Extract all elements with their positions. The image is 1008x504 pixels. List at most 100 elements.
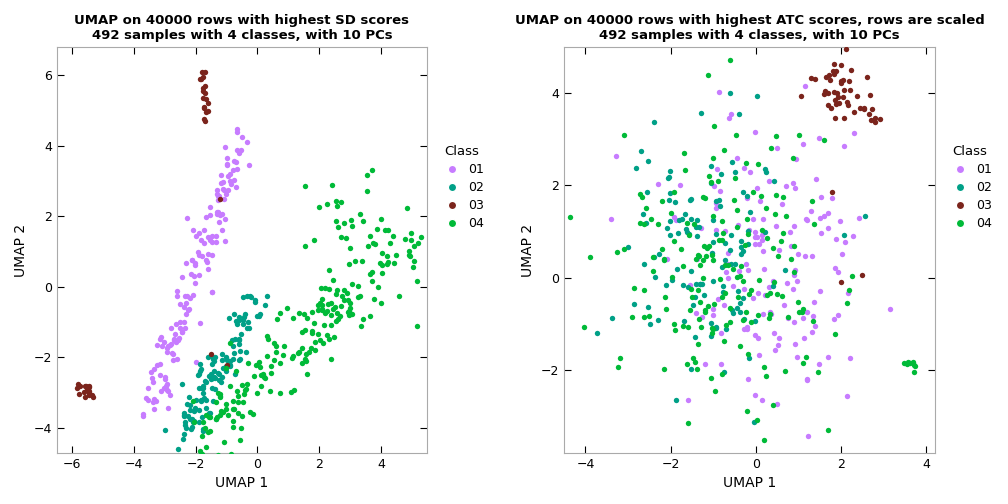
- 03: [81, 382, 97, 390]
- 04: [331, 223, 347, 231]
- 04: [352, 292, 368, 300]
- 02: [176, 417, 193, 425]
- 04: [215, 408, 231, 416]
- 03: [838, 45, 854, 53]
- 04: [225, 417, 241, 425]
- 02: [186, 407, 203, 415]
- 04: [328, 197, 344, 205]
- 01: [159, 404, 175, 412]
- 04: [212, 393, 228, 401]
- 01: [225, 166, 241, 174]
- 04: [739, 407, 755, 415]
- 04: [610, 363, 626, 371]
- 04: [377, 226, 393, 234]
- 01: [231, 149, 247, 157]
- 01: [165, 350, 181, 358]
- 04: [313, 295, 330, 303]
- 04: [828, 330, 844, 338]
- 02: [749, 92, 765, 100]
- 04: [327, 303, 343, 311]
- 04: [386, 259, 402, 267]
- 04: [705, 256, 721, 264]
- 02: [670, 228, 686, 236]
- 01: [771, 334, 787, 342]
- 02: [712, 202, 728, 210]
- 04: [690, 314, 707, 323]
- 04: [379, 260, 395, 268]
- 02: [201, 409, 217, 417]
- 02: [218, 362, 234, 370]
- 02: [183, 415, 200, 423]
- 04: [702, 172, 718, 180]
- 02: [211, 375, 227, 384]
- 04: [269, 315, 285, 323]
- 04: [201, 428, 217, 436]
- 02: [689, 232, 706, 240]
- 03: [849, 92, 865, 100]
- 02: [646, 253, 662, 261]
- 04: [199, 444, 215, 452]
- 04: [320, 300, 336, 308]
- 02: [231, 335, 247, 343]
- 02: [202, 409, 218, 417]
- 03: [872, 115, 888, 123]
- 04: [340, 308, 356, 317]
- 04: [405, 263, 421, 271]
- 01: [767, 346, 783, 354]
- 02: [231, 336, 247, 344]
- Legend: 01, 02, 03, 04: 01, 02, 03, 04: [944, 143, 994, 233]
- 01: [214, 226, 230, 234]
- 02: [212, 370, 228, 379]
- 01: [241, 161, 257, 169]
- 04: [223, 450, 239, 458]
- 03: [831, 99, 847, 107]
- 01: [825, 194, 841, 202]
- 04: [210, 413, 226, 421]
- 03: [81, 389, 97, 397]
- 04: [716, 146, 732, 154]
- 01: [815, 212, 832, 220]
- 04: [266, 356, 282, 364]
- 04: [314, 339, 331, 347]
- 01: [688, 309, 705, 317]
- 02: [180, 412, 197, 420]
- 02: [174, 434, 191, 443]
- 04: [313, 304, 330, 312]
- 04: [641, 311, 657, 320]
- 01: [751, 239, 767, 247]
- 04: [713, 275, 729, 283]
- 04: [283, 354, 299, 362]
- 01: [152, 371, 168, 380]
- 02: [206, 355, 222, 363]
- 01: [795, 334, 811, 342]
- 04: [373, 215, 389, 223]
- 01: [803, 328, 820, 336]
- 04: [334, 292, 350, 300]
- 03: [827, 70, 843, 78]
- 02: [193, 397, 209, 405]
- 04: [195, 418, 211, 426]
- 04: [412, 233, 428, 241]
- 04: [267, 348, 283, 356]
- 04: [783, 255, 799, 263]
- 02: [231, 313, 247, 322]
- 03: [862, 91, 878, 99]
- 02: [215, 350, 231, 358]
- 02: [717, 238, 733, 246]
- 04: [303, 329, 320, 337]
- 01: [830, 269, 846, 277]
- 04: [761, 313, 777, 322]
- 04: [235, 398, 251, 406]
- 03: [867, 117, 883, 125]
- 02: [733, 243, 749, 251]
- 04: [285, 314, 301, 323]
- 01: [755, 310, 771, 318]
- 01: [162, 391, 178, 399]
- 04: [674, 262, 690, 270]
- 04: [774, 193, 790, 201]
- 01: [798, 376, 814, 384]
- 01: [135, 409, 151, 417]
- 01: [785, 285, 801, 293]
- 01: [709, 226, 725, 234]
- 04: [726, 196, 742, 204]
